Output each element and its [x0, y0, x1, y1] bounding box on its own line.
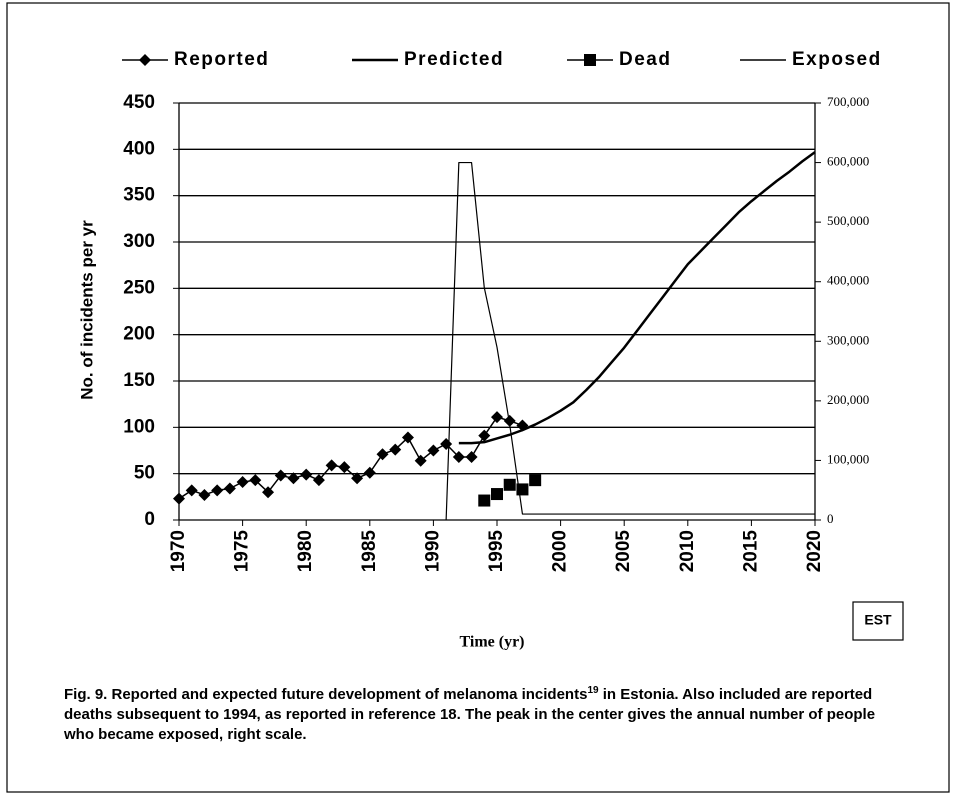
legend-label: Predicted [404, 49, 504, 70]
caption-text: Fig. 9. Reported and expected future dev… [64, 686, 588, 703]
x-tick-label: 1990 [422, 530, 443, 572]
diamond-marker [338, 461, 351, 474]
x-tick-label: 1985 [359, 530, 380, 573]
x-tick-label: 2020 [804, 530, 825, 572]
caption-text: in Estonia. Also included are reported d… [64, 686, 876, 743]
diamond-marker [287, 472, 300, 485]
y-tick-label: 300 [123, 231, 155, 252]
diamond-marker [414, 454, 427, 467]
diamond-marker [211, 484, 224, 497]
legend-label: Reported [174, 49, 269, 70]
diamond-marker [274, 469, 287, 482]
x-tick-label: 1970 [168, 530, 189, 572]
tag: EST [864, 612, 892, 628]
diamond-marker [363, 466, 376, 479]
diamond-marker [351, 472, 364, 485]
y2-tick-label: 500,000 [827, 213, 869, 228]
y-tick-label: 250 [123, 277, 155, 298]
caption: Fig. 9. Reported and expected future dev… [64, 685, 904, 745]
diamond-marker [401, 431, 414, 444]
frame [6, 2, 950, 793]
square-marker [503, 478, 516, 491]
x-tick-label: 2000 [550, 530, 571, 572]
square-marker [529, 474, 542, 487]
x-tick-label: 2005 [613, 530, 634, 573]
y-tick-label: 400 [123, 138, 155, 159]
diamond-marker [300, 468, 313, 481]
y-tick-label: 200 [123, 324, 155, 345]
square-marker [584, 54, 596, 66]
diamond-marker [465, 450, 478, 463]
y2-tick-label: 0 [827, 511, 834, 526]
y-tick-label: 150 [123, 370, 155, 391]
y-tick-label: 350 [123, 185, 155, 206]
series-line [445, 161, 815, 521]
diamond-marker [139, 54, 151, 66]
diamond-marker [185, 484, 198, 497]
diamond-marker [503, 414, 516, 427]
diamond-marker [376, 448, 389, 461]
diamond-marker [427, 444, 440, 457]
series-line [458, 151, 816, 445]
diamond-marker [249, 474, 262, 487]
square-marker [491, 488, 503, 501]
y2-tick-label: 400,000 [827, 273, 869, 288]
y-tick-label: 100 [123, 416, 155, 437]
diamond-marker [198, 488, 211, 501]
x-tick-label: 2010 [677, 530, 698, 572]
diamond-marker [236, 476, 249, 489]
series-line [178, 416, 523, 500]
square-marker [478, 494, 491, 507]
diamond-marker [325, 459, 338, 472]
diamond-marker [173, 492, 185, 505]
diamond-marker [223, 482, 236, 495]
y2-tick-label: 100,000 [827, 451, 869, 466]
x-tick-label: 1980 [295, 530, 316, 572]
diamond-marker [491, 411, 503, 424]
y-tick-label: 450 [123, 92, 155, 113]
y-tick-label: 0 [144, 509, 155, 530]
x-tick-label: 1995 [486, 530, 507, 573]
legend-label: Exposed [792, 49, 882, 70]
y-axis-label: No. of incidents per yr [77, 220, 96, 400]
y2-tick-label: 200,000 [827, 392, 869, 407]
x-tick-label: 1975 [232, 530, 253, 573]
x-axis-label: Time (yr) [459, 634, 524, 651]
tag-box [852, 601, 904, 641]
y-tick-label: 50 [134, 463, 155, 484]
diamond-marker [262, 486, 275, 499]
y2-tick-label: 700,000 [827, 94, 869, 109]
x-tick-label: 2015 [740, 530, 761, 573]
diamond-marker [312, 474, 325, 487]
diamond-marker [452, 450, 465, 463]
diamond-marker [389, 443, 402, 456]
legend-label: Dead [619, 49, 671, 70]
y2-tick-label: 600,000 [827, 154, 869, 169]
caption-ref: 19 [587, 685, 599, 696]
y2-tick-label: 300,000 [827, 332, 869, 347]
diamond-marker [478, 429, 491, 442]
